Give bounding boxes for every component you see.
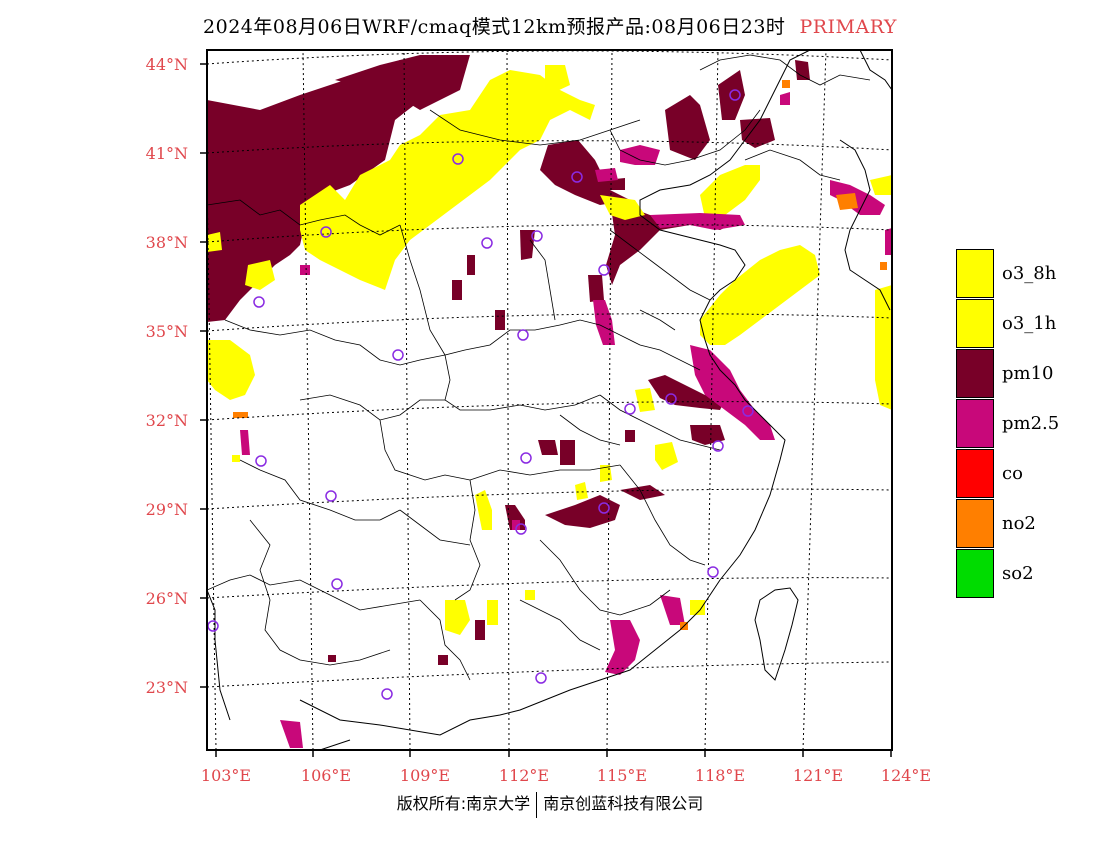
coastline [207,50,892,750]
legend-label: pm10 [1002,363,1054,384]
lon-label: 115°E [596,766,648,785]
legend-label: co [1002,463,1023,484]
footer-divider [536,791,538,818]
lon-label: 112°E [498,766,550,785]
legend-item-pm25: pm2.5 [956,399,1096,449]
lat-label: 29°N [145,500,188,519]
lat-label: 35°N [145,322,188,341]
lon-label: 118°E [694,766,746,785]
lat-label: 23°N [145,678,188,697]
lat-label: 44°N [145,55,188,74]
primary-tag: PRIMARY [799,16,897,38]
legend-label: no2 [1002,513,1036,534]
lon-label: 103°E [200,766,252,785]
legend-item-o3-8h: o3_8h [956,249,1096,299]
graticule [207,50,892,750]
map-frame [206,49,893,751]
map-title: 2024年08月06日WRF/cmaq模式12km预报产品:08月06日23时 P… [0,12,1100,39]
legend-label: pm2.5 [1002,413,1060,434]
legend-swatch [956,499,994,548]
lon-label: 124°E [880,766,932,785]
legend-swatch [956,349,994,398]
lon-label: 109°E [399,766,451,785]
pm25-field [240,92,892,748]
province-boundaries [207,54,871,681]
legend-item-no2: no2 [956,499,1096,549]
lat-label: 41°N [145,144,188,163]
legend-label: o3_1h [1002,313,1057,334]
legend-swatch [956,249,994,298]
footer-copyright: 版权所有:南京大学 [396,794,531,813]
legend-label: so2 [1002,563,1034,584]
footer-company: 南京创蓝科技有限公司 [543,794,704,813]
lat-label: 38°N [145,233,188,252]
tick-marks [200,63,892,757]
copyright-footer: 版权所有:南京大学 南京创蓝科技有限公司 [0,790,1100,818]
lon-label: 106°E [300,766,352,785]
legend-swatch [956,549,994,598]
lon-label: 121°E [792,766,844,785]
legend-swatch [956,449,994,498]
station-markers [207,89,754,700]
title-text: 2024年08月06日WRF/cmaq模式12km预报产品:08月06日23时 [203,16,786,38]
lat-label: 32°N [145,411,188,430]
lat-label: 26°N [145,589,188,608]
legend-item-pm10: pm10 [956,349,1096,399]
legend-item-o3-1h: o3_1h [956,299,1096,349]
legend-item-so2: so2 [956,549,1096,599]
legend-label: o3_8h [1002,263,1057,284]
legend-item-co: co [956,449,1096,499]
legend-swatch [956,299,994,348]
legend-swatch [956,399,994,448]
